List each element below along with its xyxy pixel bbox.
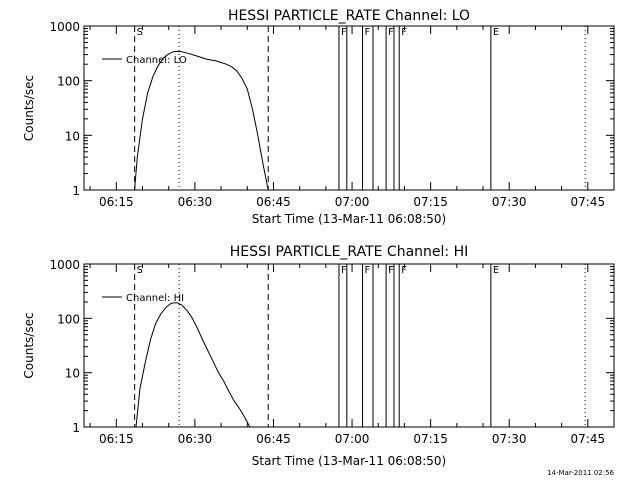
marker-label: S	[137, 265, 143, 276]
x-tick-label: 06:45	[256, 432, 291, 446]
y-tick-label: 100	[57, 75, 80, 89]
chart-title: HESSI PARTICLE_RATE Channel: HI	[230, 244, 468, 260]
y-tick-label: 1000	[49, 258, 80, 272]
y-tick-label: 10	[65, 367, 80, 381]
marker-label: F	[388, 27, 394, 38]
marker-label: E	[493, 265, 499, 276]
y-tick-label: 1	[72, 421, 80, 435]
series-line	[134, 50, 269, 191]
marker-label: E	[493, 27, 499, 38]
marker-label: F	[365, 265, 371, 276]
x-tick-label: 06:15	[99, 195, 134, 209]
y-axis-label: Counts/sec	[22, 75, 36, 141]
chart-title: HESSI PARTICLE_RATE Channel: LO	[228, 8, 470, 24]
marker-label: F	[401, 265, 407, 276]
legend-label: Channel: LO	[126, 55, 187, 66]
x-tick-label: 06:30	[178, 195, 213, 209]
x-tick-label: 06:45	[256, 195, 291, 209]
y-tick-label: 1000	[49, 20, 80, 34]
marker-label: F	[365, 27, 371, 38]
y-tick-label: 10	[65, 129, 80, 143]
footer-timestamp: 14-Mar-2011 02:56	[547, 469, 614, 477]
y-axis-label: Counts/sec	[22, 312, 36, 378]
series-line	[135, 302, 251, 428]
x-tick-label: 06:15	[99, 432, 134, 446]
x-axis-label: Start Time (13-Mar-11 06:08:50)	[252, 454, 446, 468]
marker-label: F	[341, 265, 347, 276]
x-tick-label: 07:15	[413, 195, 448, 209]
x-tick-label: 07:15	[413, 432, 448, 446]
hi-channel-panel: HESSI PARTICLE_RATE Channel: HIS F F F F ECha…	[22, 244, 615, 468]
x-tick-label: 07:30	[492, 432, 527, 446]
plot-frame	[83, 25, 615, 191]
x-tick-label: 07:30	[492, 195, 527, 209]
plot-frame	[83, 263, 615, 428]
x-tick-label: 07:00	[335, 432, 370, 446]
marker-label: F	[388, 265, 394, 276]
legend-label: Channel: HI	[126, 293, 184, 304]
x-tick-label: 07:00	[335, 195, 370, 209]
x-tick-label: 06:30	[178, 432, 213, 446]
y-tick-label: 1	[72, 184, 80, 198]
marker-label: S	[137, 27, 143, 38]
y-tick-label: 100	[57, 312, 80, 326]
x-tick-label: 07:45	[571, 195, 606, 209]
x-tick-label: 07:45	[571, 432, 606, 446]
x-axis-label: Start Time (13-Mar-11 06:08:50)	[252, 212, 446, 226]
lo-channel-panel: HESSI PARTICLE_RATE Channel: LOS F F F F ECha…	[22, 8, 615, 226]
marker-label: F	[341, 27, 347, 38]
marker-label: F	[401, 27, 407, 38]
